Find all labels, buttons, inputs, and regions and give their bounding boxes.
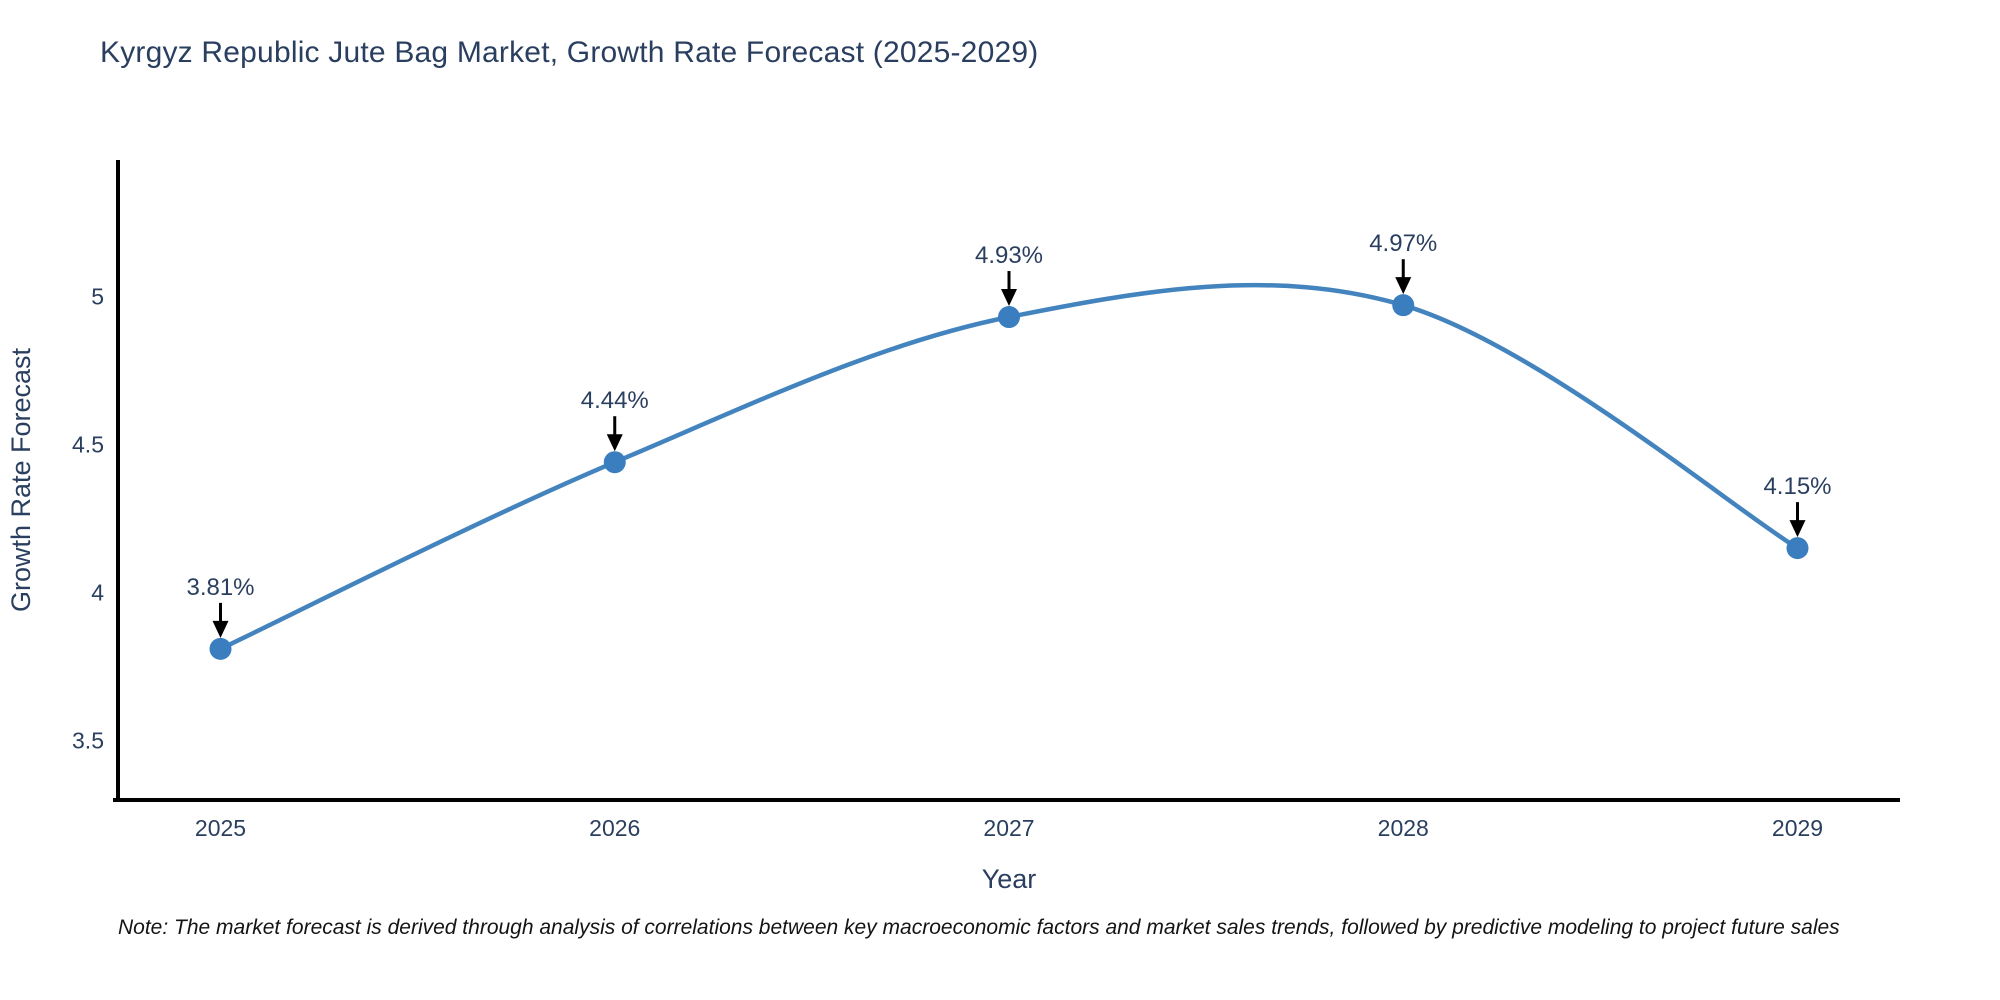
annotation-arrowhead: [1395, 277, 1412, 295]
annotation-label: 4.15%: [1763, 473, 1831, 500]
data-point-2026: [603, 451, 626, 474]
annotation-label: 4.93%: [975, 242, 1043, 269]
y-tick-label: 3.5: [72, 728, 104, 754]
annotation-arrowhead: [212, 620, 229, 638]
annotation-arrowhead: [1001, 289, 1017, 307]
y-axis-title: Growth Rate Forecast: [6, 347, 36, 612]
y-tick-label: 5: [91, 283, 104, 309]
chart-title: Kyrgyz Republic Jute Bag Market, Growth …: [100, 36, 1039, 69]
data-point-2025: [209, 637, 232, 660]
series-line: [218, 282, 1800, 652]
x-axis-title: Year: [982, 864, 1037, 894]
x-tick-label: 2026: [589, 815, 640, 841]
footnote: Note: The market forecast is derived thr…: [118, 916, 1840, 939]
annotation-label: 4.44%: [581, 387, 649, 414]
y-tick-label: 4: [91, 580, 104, 606]
y-tick-label: 4.5: [72, 431, 104, 457]
data-point-2027: [998, 306, 1020, 329]
x-tick-label: 2025: [195, 815, 246, 841]
x-tick-label: 2029: [1772, 815, 1823, 841]
x-tick-label: 2028: [1378, 815, 1429, 841]
annotation-arrowhead: [1789, 520, 1806, 538]
data-point-2029: [1786, 537, 1809, 560]
data-point-2028: [1392, 294, 1415, 317]
annotation-arrowhead: [606, 434, 623, 452]
x-tick-label: 2027: [983, 815, 1034, 841]
annotation-label: 4.97%: [1369, 230, 1437, 257]
annotation-label: 3.81%: [186, 574, 254, 601]
